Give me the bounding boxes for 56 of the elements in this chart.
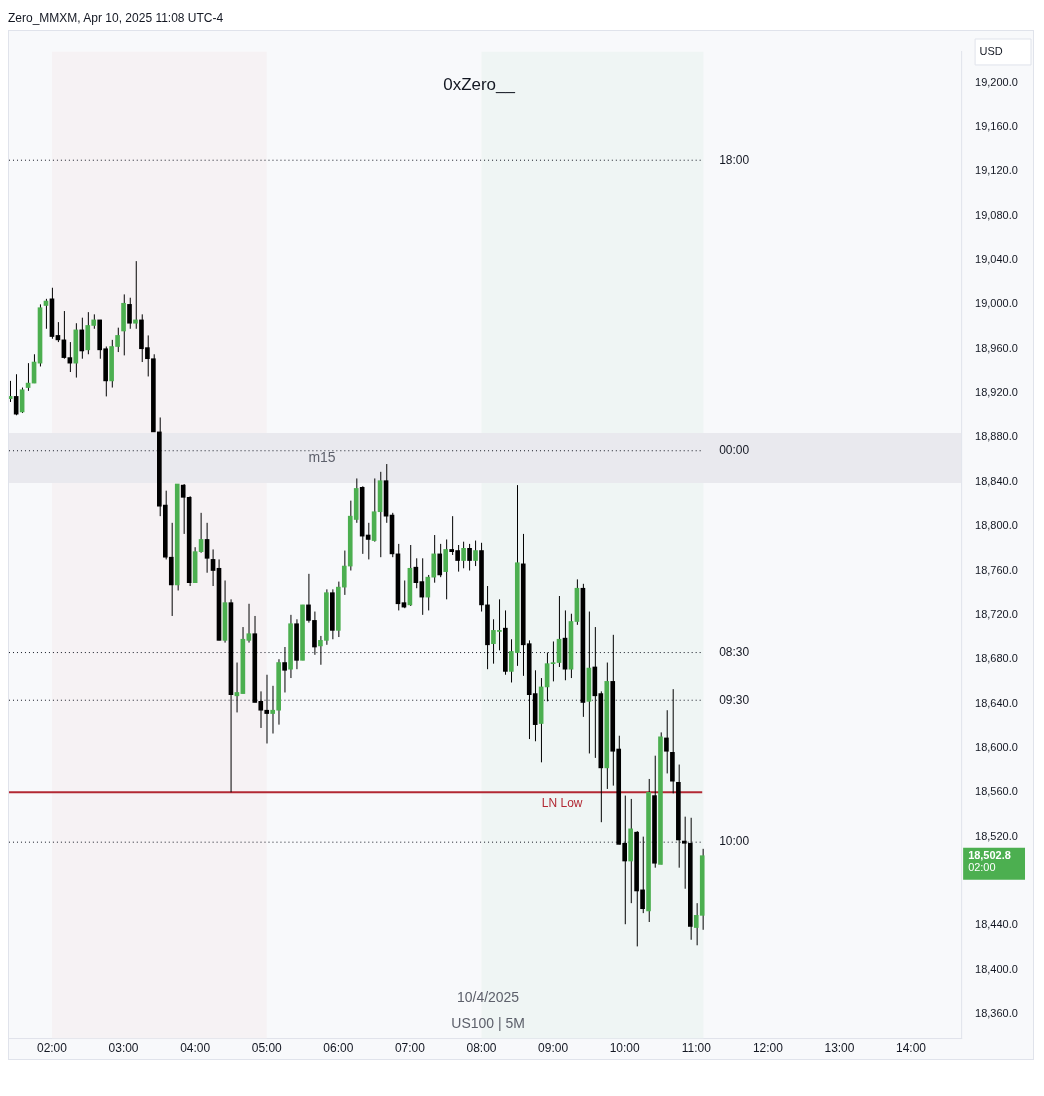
candlestick xyxy=(437,543,443,578)
y-tick-label: 18,560.0 xyxy=(975,785,1018,798)
annotation: US100 | 5M xyxy=(451,1015,525,1032)
candlestick xyxy=(664,709,669,774)
y-tick-label: 18,760.0 xyxy=(975,563,1018,576)
candlestick xyxy=(79,317,85,360)
x-tick-label: 13:00 xyxy=(824,1040,855,1055)
x-tick-label: 05:00 xyxy=(251,1040,283,1055)
y-tick-label: 18,800.0 xyxy=(975,519,1018,532)
x-tick-label: 09:00 xyxy=(538,1040,569,1055)
x-tick-label: 06:00 xyxy=(323,1040,354,1055)
x-tick-label: 12:00 xyxy=(752,1040,784,1055)
candlestick xyxy=(467,543,472,571)
x-tick-label: 04:00 xyxy=(180,1040,211,1055)
x-tick-label: 02:00 xyxy=(36,1040,68,1055)
x-tick-label: 10:00 xyxy=(609,1040,640,1055)
x-tick-label: 14:00 xyxy=(896,1040,927,1055)
annotation: 18:00 xyxy=(719,152,750,167)
x-tick-label: 08:00 xyxy=(466,1040,497,1055)
candlestick xyxy=(341,550,347,596)
text: 18,502.8 xyxy=(968,848,1011,861)
y-tick-label: 19,000.0 xyxy=(975,297,1018,310)
y-axis-title: USD xyxy=(979,44,1003,57)
annotation: 09:30 xyxy=(719,692,750,707)
ref-line-label: LN Low xyxy=(541,795,583,810)
y-tick-label: 18,680.0 xyxy=(975,652,1018,665)
y-tick-label: 18,600.0 xyxy=(975,740,1018,753)
y-tick-label: 18,640.0 xyxy=(975,696,1018,709)
y-tick-label: 18,880.0 xyxy=(975,430,1018,443)
annotation: 00:00 xyxy=(719,443,750,458)
x-tick-label: 07:00 xyxy=(394,1040,426,1055)
y-tick-label: 18,360.0 xyxy=(975,1007,1018,1020)
annotation: 08:30 xyxy=(719,644,750,659)
candlestick xyxy=(127,297,132,330)
y-tick-label: 19,200.0 xyxy=(975,75,1018,88)
chart-subtitle: Zero_MMXM, Apr 10, 2025 11:08 UTC-4 xyxy=(8,10,225,27)
annotation: 10:00 xyxy=(719,834,750,849)
y-tick-label: 18,840.0 xyxy=(975,474,1018,487)
y-tick-label: 18,520.0 xyxy=(975,829,1018,842)
candlestick xyxy=(550,640,556,682)
y-tick-label: 19,120.0 xyxy=(975,164,1018,177)
y-tick-label: 18,440.0 xyxy=(975,918,1018,931)
text: 02:00 xyxy=(968,860,996,873)
x-tick-label: 03:00 xyxy=(108,1040,139,1055)
y-tick-label: 18,720.0 xyxy=(975,607,1018,620)
y-tick-label: 18,920.0 xyxy=(975,386,1018,399)
text: 0xZero__ xyxy=(443,75,516,95)
y-tick-label: 19,080.0 xyxy=(975,208,1018,221)
x-tick-label: 11:00 xyxy=(681,1040,712,1055)
y-tick-label: 18,960.0 xyxy=(975,341,1018,354)
y-tick-label: 18,400.0 xyxy=(975,962,1018,975)
candlestick xyxy=(282,646,287,693)
band-label: m15 xyxy=(308,448,336,465)
y-tick-label: 19,040.0 xyxy=(975,253,1018,266)
annotation: 10/4/2025 xyxy=(456,989,520,1006)
y-tick-label: 19,160.0 xyxy=(975,119,1018,132)
